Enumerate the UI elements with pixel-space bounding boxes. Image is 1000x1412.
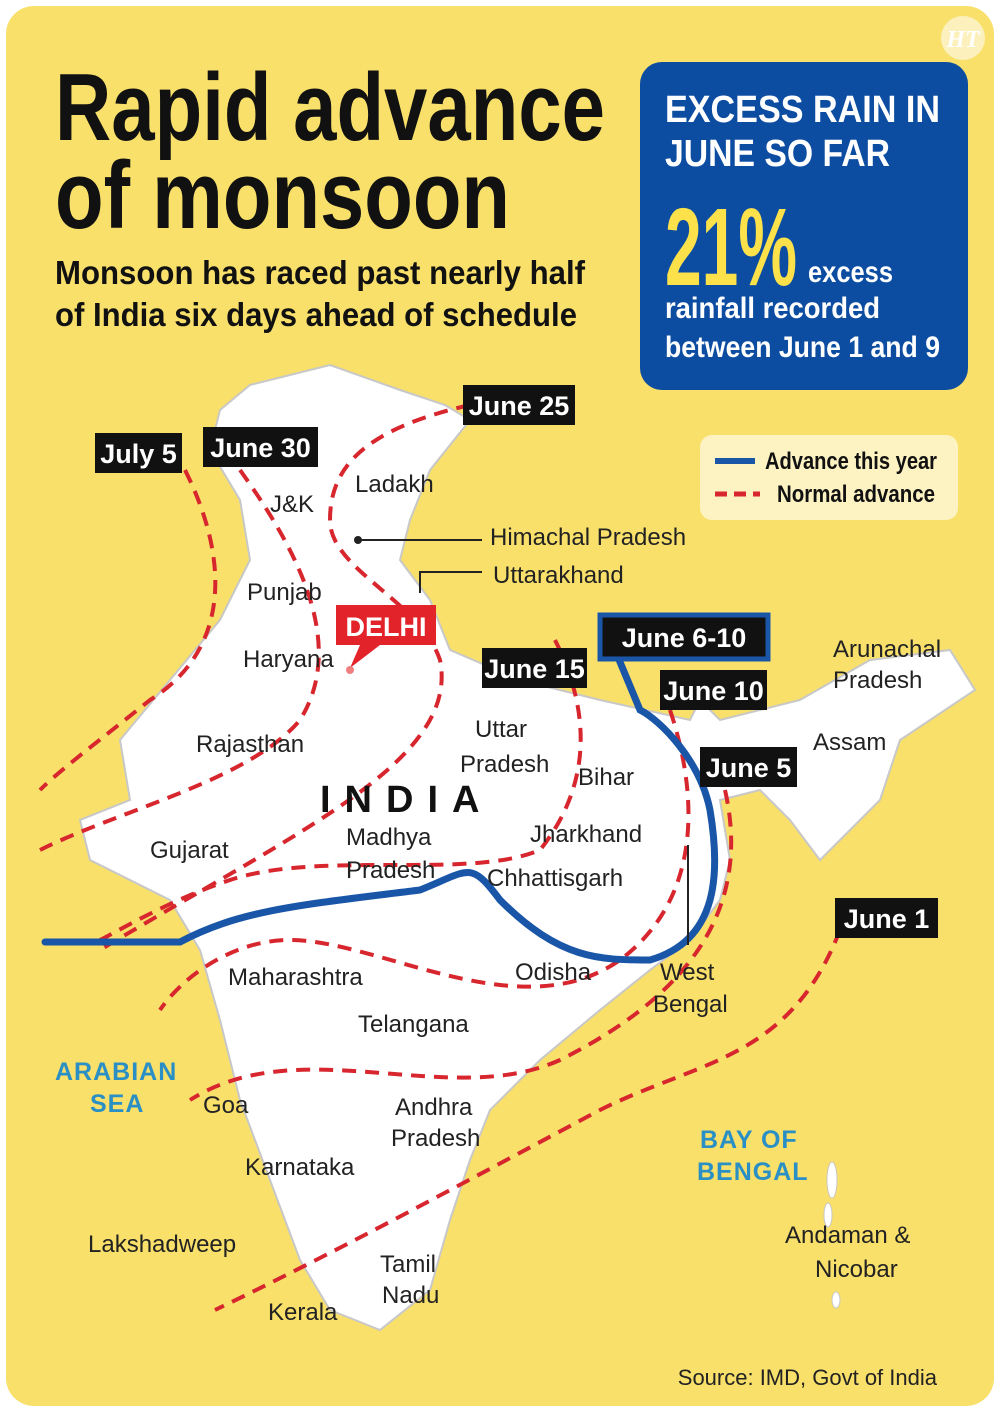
title-line: of monsoon <box>55 142 510 249</box>
place-label: Pradesh <box>346 857 435 884</box>
place-label: Odisha <box>515 959 592 986</box>
sea-label: SEA <box>90 1090 144 1118</box>
logo-circle <box>941 16 985 60</box>
title-line: Rapid advance <box>55 54 605 161</box>
island <box>823 1202 833 1228</box>
leader-lines <box>358 539 689 945</box>
sea-label: ARABIAN <box>55 1058 177 1086</box>
isoline <box>188 789 734 1102</box>
subtitle-line: of India six days ahead of schedule <box>55 296 577 333</box>
date-label: June 1 <box>844 904 930 934</box>
place-label: Kerala <box>268 1299 338 1326</box>
logo: HT <box>945 27 981 53</box>
stat-heading: JUNE SO FAR <box>665 133 890 175</box>
stat-box <box>640 62 968 390</box>
island <box>831 1291 841 1309</box>
andaman-islands <box>823 1161 841 1309</box>
place-label: Telangana <box>358 1011 469 1038</box>
leader-dot <box>354 536 362 544</box>
place-label: J&K <box>270 491 314 518</box>
stat-heading: EXCESS RAIN IN <box>665 89 940 131</box>
subtitle-line: Monsoon has raced past nearly half <box>55 254 586 291</box>
place-label: Punjab <box>247 579 322 606</box>
place-label: Maharashtra <box>228 964 363 991</box>
date-label: June 30 <box>210 433 311 463</box>
legend-label: Advance this year <box>765 448 937 475</box>
date-box <box>700 747 797 787</box>
place-label: Ladakh <box>355 471 434 498</box>
place-label: Arunachal <box>833 636 941 663</box>
legend-box <box>700 435 958 520</box>
date-label: June 25 <box>469 391 570 421</box>
place-label: Lakshadweep <box>88 1231 236 1258</box>
place-label: Goa <box>203 1092 249 1119</box>
stat-figure: 21% <box>665 186 797 309</box>
place-label: Uttar <box>475 716 527 743</box>
place-label: Assam <box>813 729 886 756</box>
place-label: Bihar <box>578 764 634 791</box>
stat-text: between June 1 and 9 <box>665 331 940 364</box>
place-label: Pradesh <box>833 667 922 694</box>
isoline <box>99 639 583 942</box>
date-box <box>203 427 318 467</box>
place-label: Rajasthan <box>196 731 304 758</box>
advance-this-year-line <box>41 646 719 964</box>
source: Source: IMD, Govt of India <box>678 1365 938 1390</box>
place-label: Pradesh <box>460 751 549 778</box>
date-box <box>597 612 771 662</box>
date-box <box>482 648 587 688</box>
place-label: Himachal Pradesh <box>490 524 686 551</box>
sea-label: BENGAL <box>697 1158 809 1186</box>
stat-text: rainfall recorded <box>665 292 880 325</box>
place-label: Nicobar <box>815 1256 898 1283</box>
place-label: Chhattisgarh <box>487 865 623 892</box>
place-label: Andhra <box>395 1094 473 1121</box>
date-label: June 10 <box>663 676 764 706</box>
place-label: Haryana <box>243 646 334 673</box>
place-label: Andaman & <box>785 1222 910 1249</box>
island <box>826 1161 838 1199</box>
date-label: June 15 <box>484 654 585 684</box>
place-label: Bengal <box>653 991 728 1018</box>
isoline <box>214 929 842 1312</box>
sea-label: BAY OF <box>700 1126 798 1154</box>
date-label: June 5 <box>706 753 792 783</box>
capital-dot <box>346 666 354 674</box>
place-label: Gujarat <box>150 837 229 864</box>
capital-box <box>336 605 436 645</box>
place-label: Uttarakhand <box>493 562 624 589</box>
stat-text: excess <box>808 256 893 289</box>
date-box <box>95 433 182 473</box>
date-label: June 6-10 <box>622 623 747 653</box>
place-label: Nadu <box>382 1282 439 1309</box>
date-box <box>463 385 575 425</box>
place-label: Karnataka <box>245 1154 355 1181</box>
place-label: Tamil <box>380 1251 436 1278</box>
leader-line <box>419 571 482 593</box>
capital-pointer <box>350 645 380 668</box>
place-label: Jharkhand <box>530 821 642 848</box>
country-label: INDIA <box>320 779 493 821</box>
date-label: July 5 <box>100 439 177 469</box>
isoline <box>158 709 691 1012</box>
place-label: Madhya <box>346 824 432 851</box>
date-box <box>660 670 767 710</box>
isoline <box>38 469 218 792</box>
legend-label: Normal advance <box>777 481 935 508</box>
date-box <box>835 898 938 938</box>
isoline <box>39 468 321 852</box>
capital-label: DELHI <box>346 612 427 642</box>
place-label: Pradesh <box>391 1125 480 1152</box>
place-label: West <box>660 959 715 986</box>
